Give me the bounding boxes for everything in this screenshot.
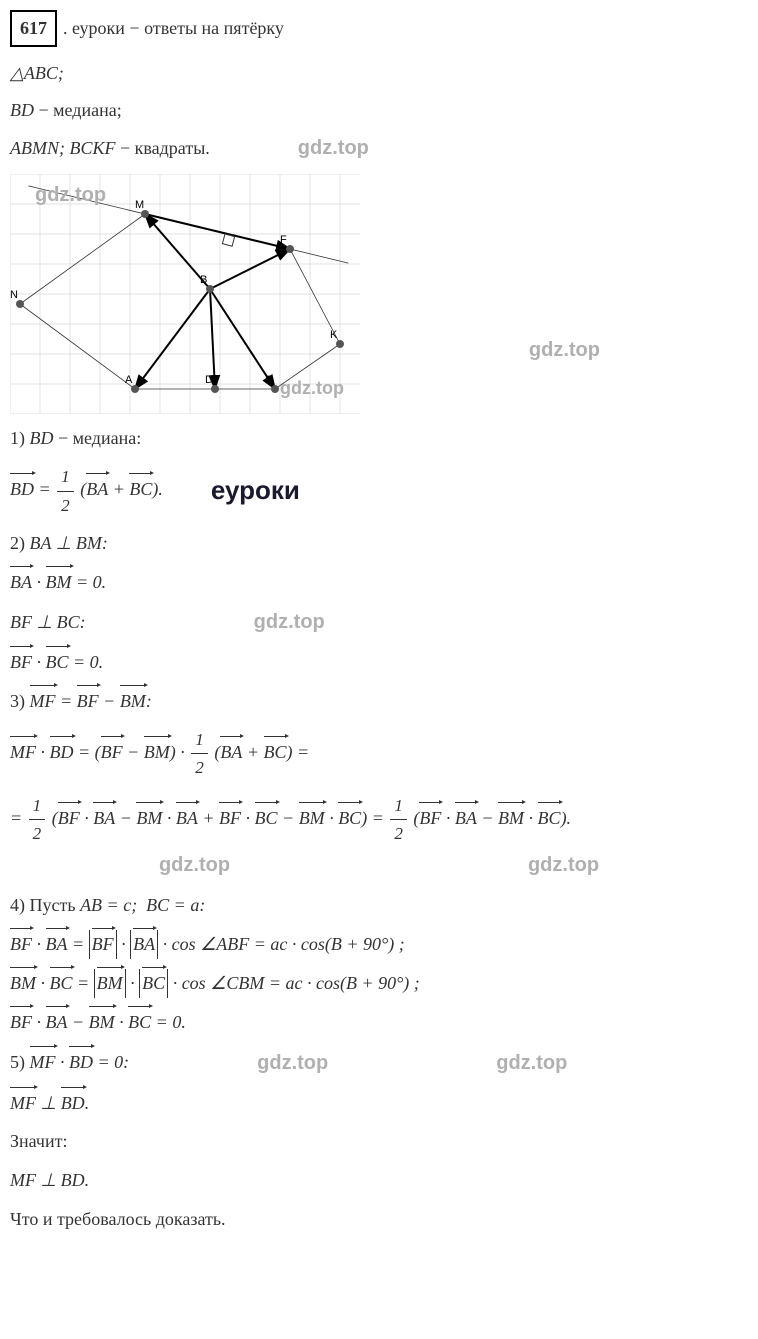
watermark-gdz: gdz.top [35, 179, 106, 211]
step-4-eq1: BF · BA = BF · BA · cos ∠ABF = ac · cos(… [10, 930, 748, 959]
watermark-gdz: gdz.top [529, 334, 600, 366]
svg-text:A: A [125, 374, 133, 386]
euroki-logo: еуроки [211, 470, 300, 512]
step-5-title: 5) MF · BD = 0: gdz.top gdz.top [10, 1047, 748, 1079]
conclusion-1: Значит: [10, 1127, 748, 1156]
watermark-gdz: gdz.top [280, 374, 344, 403]
svg-text:K: K [330, 329, 338, 341]
step-1-title: 1) BD − медиана: [10, 424, 748, 453]
qed: Что и требовалось доказать. [10, 1205, 748, 1234]
problem-header: 617 . еуроки − ответы на пятёрку [10, 10, 748, 47]
given-triangle: △ABC; [10, 59, 748, 88]
problem-number: 617 [10, 10, 57, 47]
step-4-title: 4) Пусть AB = c; BC = a: [10, 891, 748, 920]
step-5-perp: MF ⊥ BD. [10, 1089, 748, 1118]
watermark-gdz: gdz.top [528, 849, 599, 881]
step-2-eq: BA · BM = 0. [10, 568, 748, 597]
step-2b-title: BF ⊥ BC: gdz.top [10, 606, 748, 638]
given-median: BD − медиана; [10, 96, 748, 125]
watermark-gdz: gdz.top [496, 1047, 567, 1079]
header-title: . еуроки − ответы на пятёрку [63, 18, 284, 38]
watermark-gdz: gdz.top [298, 132, 369, 164]
step-3-line1: MF · BD = (BF − BM) · 12 (BA + BC) = [10, 726, 748, 782]
step-3-line2: = 12 (BF · BA − BM · BA + BF · BC − BM ·… [10, 792, 748, 848]
watermark-gdz: gdz.top [254, 606, 325, 638]
step-4-eq2: BM · BC = BM · BC · cos ∠CBM = ac · cos(… [10, 969, 748, 998]
svg-text:N: N [10, 289, 18, 301]
step-2b-eq: BF · BC = 0. [10, 648, 748, 677]
step-4-eq3: BF · BA − BM · BC = 0. [10, 1008, 748, 1037]
watermark-gdz: gdz.top [159, 849, 230, 881]
watermark-row: gdz.top gdz.top [10, 849, 748, 881]
svg-text:B: B [200, 274, 207, 286]
conclusion-2: MF ⊥ BD. [10, 1166, 748, 1195]
svg-text:F: F [280, 234, 287, 246]
step-1-equation: BD = 12 (BA + BC). еуроки [10, 463, 748, 519]
svg-text:C: C [265, 374, 273, 386]
svg-text:M: M [135, 199, 144, 211]
svg-text:D: D [205, 374, 213, 386]
step-3-title: 3) MF = BF − BM: [10, 687, 748, 716]
watermark-gdz: gdz.top [257, 1047, 328, 1079]
given-squares: ABMN; BCKF − квадраты. gdz.top [10, 132, 748, 164]
step-2-title: 2) BA ⊥ BM: [10, 529, 748, 558]
